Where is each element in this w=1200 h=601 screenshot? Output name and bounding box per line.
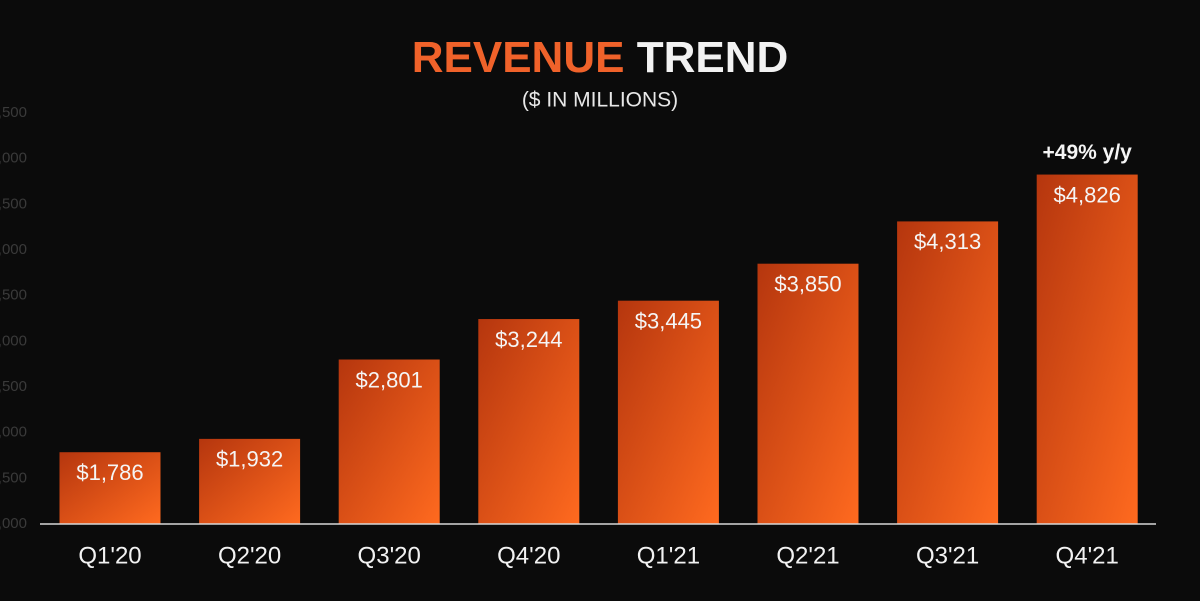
title-part: REVENUE bbox=[412, 33, 625, 82]
x-tick-label: Q4'21 bbox=[1056, 542, 1119, 569]
chart-subtitle: ($ IN MILLIONS) bbox=[522, 89, 678, 112]
bar bbox=[59, 452, 161, 524]
value-label: $3,244 bbox=[495, 327, 562, 352]
annotation: +49% y/y bbox=[1043, 141, 1133, 164]
x-tick-label: Q2'20 bbox=[218, 542, 281, 569]
value-label: $4,313 bbox=[914, 229, 981, 254]
x-tick-label: Q4'20 bbox=[497, 542, 560, 569]
y-tick-label: 2,500 bbox=[0, 378, 27, 395]
value-label: $1,786 bbox=[76, 460, 143, 485]
y-tick-label: 5,000 bbox=[0, 150, 27, 167]
y-tick-label: 3,000 bbox=[0, 332, 27, 349]
chart-title: REVENUE TREND bbox=[412, 33, 789, 82]
bar bbox=[478, 319, 580, 524]
y-tick-label: 3,500 bbox=[0, 287, 27, 304]
value-label: $1,932 bbox=[216, 447, 283, 472]
value-label: $3,850 bbox=[774, 272, 841, 297]
y-tick-label: 5,500 bbox=[0, 104, 27, 121]
value-label: $2,801 bbox=[356, 367, 423, 392]
title-part: TREND bbox=[637, 33, 789, 82]
bar bbox=[1036, 174, 1138, 525]
bar bbox=[199, 438, 301, 524]
x-tick-label: Q3'20 bbox=[358, 542, 421, 569]
x-tick-label: Q3'21 bbox=[916, 542, 979, 569]
x-tick-label: Q1'20 bbox=[78, 542, 141, 569]
bar bbox=[338, 359, 440, 524]
bar bbox=[617, 300, 719, 524]
y-tick-label: 1,000 bbox=[0, 515, 27, 532]
y-tick-label: 4,000 bbox=[0, 241, 27, 258]
bar bbox=[757, 263, 859, 524]
value-label: $4,826 bbox=[1054, 182, 1121, 207]
bar bbox=[897, 221, 999, 525]
value-label: $3,445 bbox=[635, 309, 702, 334]
y-tick-label: 2,000 bbox=[0, 424, 27, 441]
x-tick-label: Q2'21 bbox=[776, 542, 839, 569]
y-tick-label: 1,500 bbox=[0, 469, 27, 486]
x-tick-label: Q1'21 bbox=[637, 542, 700, 569]
y-tick-label: 4,500 bbox=[0, 195, 27, 212]
